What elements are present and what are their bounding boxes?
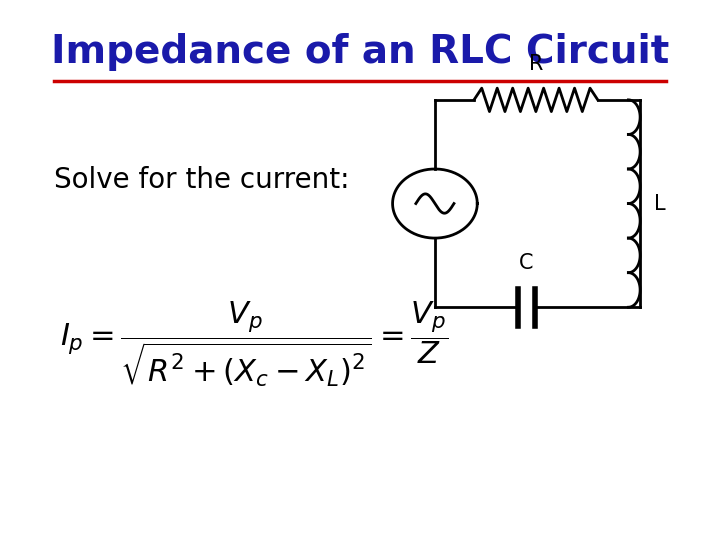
Text: Solve for the current:: Solve for the current: xyxy=(54,166,349,194)
Text: Impedance of an RLC Circuit: Impedance of an RLC Circuit xyxy=(51,33,669,71)
Text: $I_p = \dfrac{V_p}{\sqrt{R^2 + (X_c - X_L)^2}} = \dfrac{V_p}{Z}$: $I_p = \dfrac{V_p}{\sqrt{R^2 + (X_c - X_… xyxy=(60,300,449,389)
Text: L: L xyxy=(654,193,666,213)
Text: C: C xyxy=(519,253,534,273)
Text: R: R xyxy=(528,55,543,75)
